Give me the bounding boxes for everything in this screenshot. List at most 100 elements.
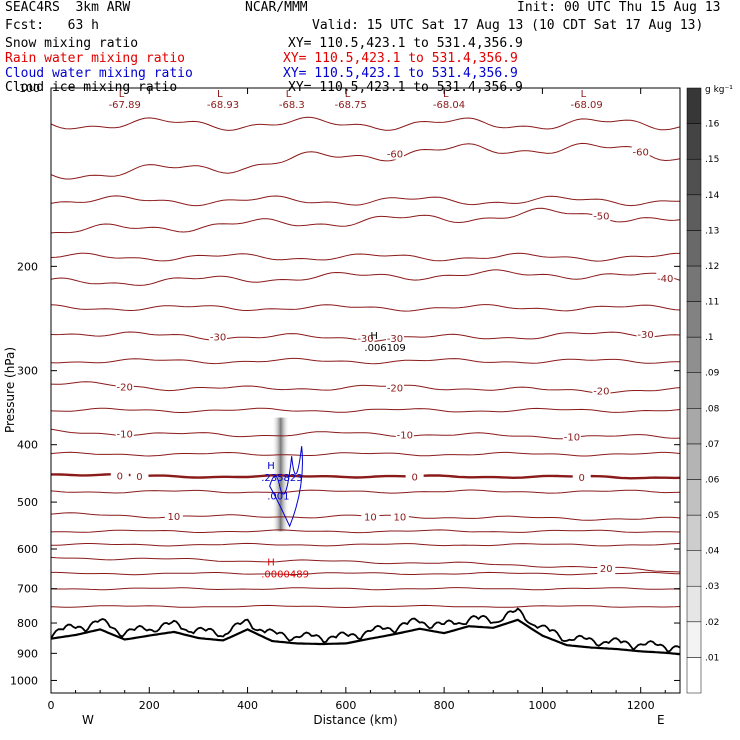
isotherm-label-bg bbox=[597, 562, 616, 575]
colorbar-tick-label: .09 bbox=[705, 369, 720, 379]
cloud-water-contour-label: .001 bbox=[267, 492, 289, 503]
isotherm-label: -20 bbox=[117, 382, 133, 393]
isotherm-line bbox=[51, 489, 680, 494]
isotherm-label: -20 bbox=[387, 383, 403, 394]
isotherm-label-bg bbox=[636, 327, 655, 340]
isotherm-line bbox=[51, 116, 680, 131]
east-label: E bbox=[657, 713, 665, 727]
isotherm-line bbox=[51, 407, 680, 413]
isotherm-label: 0 bbox=[117, 471, 123, 482]
field-cloudwater-xy: XY= 110.5,423.1 to 531.4,356.9 bbox=[283, 66, 518, 81]
isotherm-label-bg bbox=[385, 147, 404, 160]
colorbar-tick-label: .15 bbox=[705, 155, 719, 165]
colorbar-swatch bbox=[686, 336, 702, 373]
min-value-label: -68.75 bbox=[335, 100, 367, 111]
y-tick-label: 600 bbox=[17, 543, 38, 556]
colorbar-swatch bbox=[686, 265, 702, 302]
colorbar-swatch bbox=[686, 657, 702, 694]
x-tick-label: 800 bbox=[434, 699, 455, 712]
max-value-label: .0000489 bbox=[261, 570, 309, 581]
field-snow-xy: XY= 110.5,423.1 to 531.4,356.9 bbox=[288, 36, 523, 51]
y-tick-label: 1000 bbox=[10, 674, 38, 687]
isotherm-label: 0 bbox=[411, 473, 417, 484]
colorbar-swatch bbox=[686, 550, 702, 587]
isotherm--10 bbox=[51, 428, 680, 440]
y-tick-label: 400 bbox=[17, 439, 38, 452]
colorbar-tick-label: .04 bbox=[705, 547, 720, 557]
isotherm-label: -60 bbox=[633, 148, 649, 159]
x-tick-label: 1200 bbox=[627, 699, 655, 712]
isotherm-label-bg bbox=[385, 331, 404, 344]
max-value-label: .006109 bbox=[364, 343, 405, 354]
min-marker: L bbox=[286, 89, 292, 100]
isotherm-label: -50 bbox=[593, 212, 609, 223]
colorbar-tick-label: .11 bbox=[705, 298, 719, 308]
terrain-ridge-line bbox=[51, 607, 680, 653]
isotherm--50 bbox=[51, 207, 680, 234]
surface-pressure-line bbox=[51, 618, 680, 656]
colorbar-swatch bbox=[686, 408, 702, 445]
plot-frame bbox=[50, 87, 681, 694]
isotherm-label-bg bbox=[209, 330, 228, 343]
colorbar-tick-label: .1 bbox=[705, 333, 714, 343]
colorbar-tick-label: .07 bbox=[705, 440, 719, 450]
y-tick-label: 900 bbox=[17, 647, 38, 660]
isotherm-line bbox=[51, 571, 680, 576]
colorbar-swatch bbox=[686, 123, 702, 160]
isotherm-label-bg bbox=[356, 331, 375, 344]
isotherm-label: -60 bbox=[387, 150, 403, 161]
colorbar-tick-label: .13 bbox=[705, 226, 719, 236]
isotherm-line bbox=[51, 195, 680, 207]
colorbar-tick-label: .01 bbox=[705, 653, 719, 663]
isotherm-20 bbox=[51, 556, 680, 573]
x-tick-label: 400 bbox=[237, 699, 258, 712]
isotherm--60 bbox=[51, 142, 680, 180]
y-tick-label: 700 bbox=[17, 583, 38, 596]
colorbar-tick-label: .14 bbox=[705, 191, 720, 201]
colorbar-swatch bbox=[686, 230, 702, 267]
field-snow-name: Snow mixing ratio bbox=[5, 36, 139, 51]
isotherm-label-bg bbox=[656, 271, 675, 284]
min-marker: L bbox=[217, 89, 223, 100]
colorbar-swatch bbox=[686, 514, 702, 551]
colorbar-swatch bbox=[686, 585, 702, 623]
max-marker: H bbox=[267, 558, 275, 569]
min-value-label: -68.3 bbox=[279, 100, 305, 111]
colorbar-tick-label: .06 bbox=[705, 475, 720, 485]
isotherm-line bbox=[51, 304, 680, 312]
isotherm-label: -30 bbox=[637, 330, 653, 341]
colorbar-tick-label: .05 bbox=[705, 511, 719, 521]
isotherm-label-bg bbox=[395, 428, 414, 441]
isotherm-line bbox=[51, 587, 680, 591]
y-tick-label: 300 bbox=[17, 365, 38, 378]
isotherm-label-bg bbox=[110, 469, 129, 482]
x-axis-label: Distance (km) bbox=[313, 713, 397, 727]
header-init: Init: 00 UTC Thu 15 Aug 13 bbox=[517, 0, 721, 15]
isotherm-label: 0 bbox=[136, 472, 142, 483]
isotherm-line bbox=[51, 542, 680, 547]
isotherm-label: -30 bbox=[387, 334, 403, 345]
isotherm--40 bbox=[51, 269, 680, 286]
min-value-label: -68.04 bbox=[433, 100, 465, 111]
isotherm--20 bbox=[51, 381, 680, 394]
y-tick-label: 500 bbox=[17, 496, 38, 509]
max-marker: H bbox=[370, 331, 378, 342]
isotherm-label: 0 bbox=[579, 473, 585, 484]
isotherm-line bbox=[51, 252, 680, 262]
isotherm-label-bg bbox=[405, 470, 424, 483]
colorbar-swatch bbox=[686, 158, 702, 196]
isotherm-label: -40 bbox=[657, 274, 673, 285]
min-value-label: -68.09 bbox=[571, 100, 603, 111]
isotherm-label-bg bbox=[115, 380, 134, 393]
max-marker: H bbox=[267, 461, 275, 472]
colorbar-swatch bbox=[686, 621, 702, 658]
colorbar-unit: g kg⁻¹ bbox=[705, 85, 733, 95]
min-value-label: -68.93 bbox=[207, 100, 239, 111]
y-tick-label: 200 bbox=[17, 260, 38, 273]
colorbar-swatch bbox=[686, 87, 702, 124]
colorbar-tick-label: .03 bbox=[705, 582, 719, 592]
min-marker: L bbox=[443, 89, 449, 100]
field-rain-xy: XY= 110.5,423.1 to 531.4,356.9 bbox=[283, 51, 518, 66]
isotherm-label-bg bbox=[562, 430, 581, 443]
